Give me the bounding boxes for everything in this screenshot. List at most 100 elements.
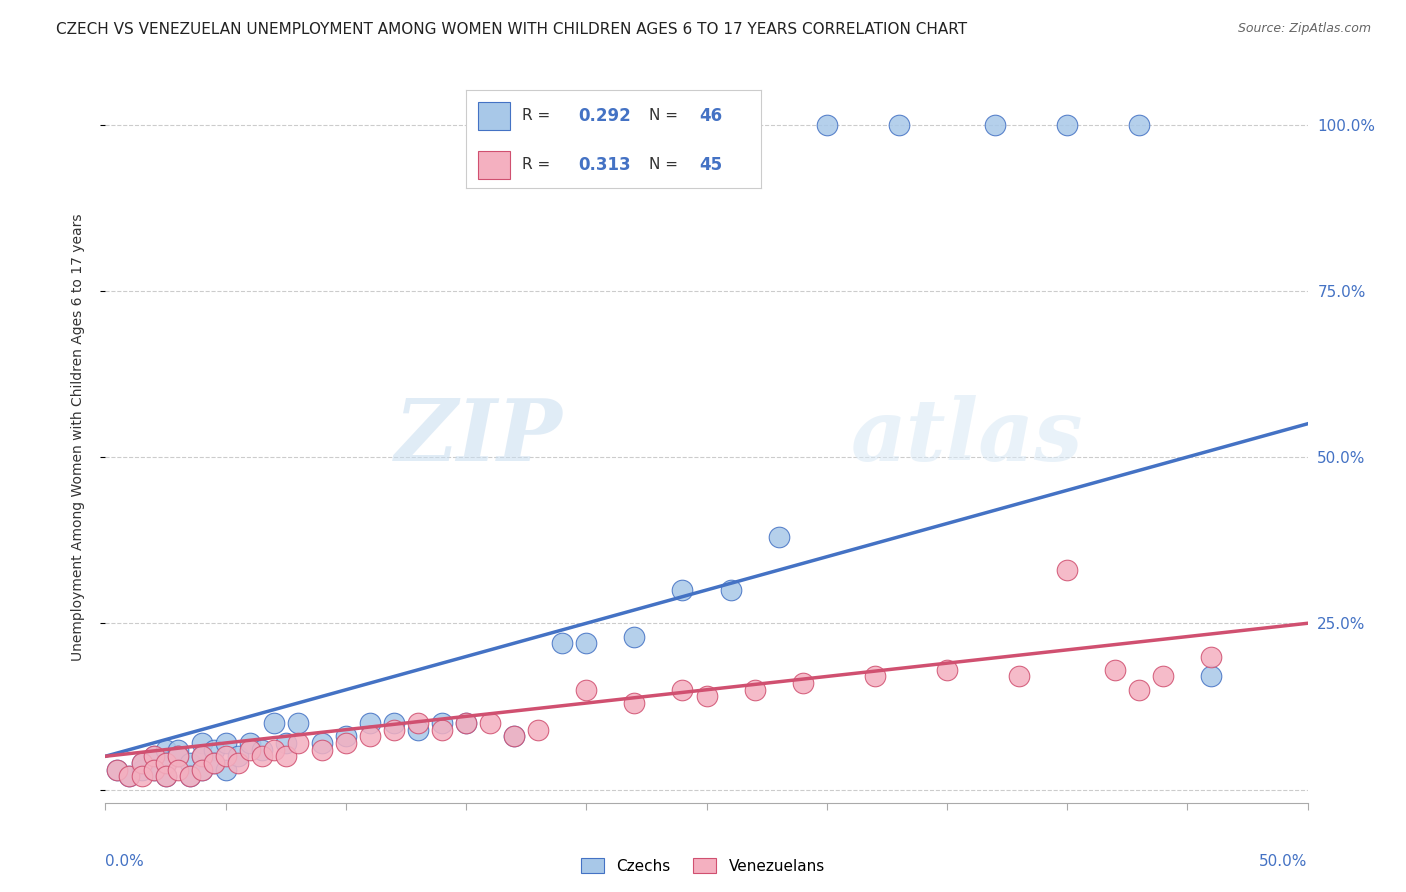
Point (720, 582, 742, 597)
Point (671, 682, 693, 697)
Point (142, 749, 165, 764)
Legend: Czechs, Venezuelans: Czechs, Venezuelans (575, 852, 831, 880)
Point (179, 769, 201, 783)
Point (226, 749, 249, 764)
Point (131, 769, 153, 783)
Point (575, 682, 598, 697)
Point (551, 636, 574, 650)
Point (190, 763, 212, 777)
Point (166, 749, 188, 764)
Point (142, 749, 165, 764)
Point (768, 530, 790, 544)
Point (671, 582, 693, 597)
Point (696, 690, 718, 704)
Point (263, 742, 285, 756)
Point (1201, 649, 1223, 664)
Point (406, 716, 429, 731)
Bar (478, 151, 510, 178)
Point (936, 663, 959, 677)
Text: CZECH VS VENEZUELAN UNEMPLOYMENT AMONG WOMEN WITH CHILDREN AGES 6 TO 17 YEARS CO: CZECH VS VENEZUELAN UNEMPLOYMENT AMONG W… (56, 22, 967, 37)
Point (107, 763, 129, 777)
Point (142, 763, 165, 777)
Text: Source: ZipAtlas.com: Source: ZipAtlas.com (1237, 22, 1371, 36)
Point (274, 749, 297, 764)
Text: 50.0%: 50.0% (1260, 854, 1308, 869)
Point (107, 763, 129, 777)
Point (226, 756, 249, 770)
Point (1008, 669, 1031, 683)
Point (202, 756, 225, 770)
Point (382, 723, 405, 737)
Point (190, 736, 212, 750)
Text: ZIP: ZIP (395, 395, 562, 479)
Point (503, 729, 526, 743)
Point (623, 630, 645, 644)
Y-axis label: Unemployment Among Women with Children Ages 6 to 17 years: Unemployment Among Women with Children A… (70, 213, 84, 661)
Point (430, 716, 453, 731)
Point (382, 716, 405, 731)
Point (239, 736, 262, 750)
Point (155, 756, 177, 770)
Point (155, 742, 177, 756)
Point (287, 716, 309, 731)
Point (250, 749, 273, 764)
Point (131, 756, 153, 770)
Point (503, 729, 526, 743)
Point (575, 636, 598, 650)
Text: 0.292: 0.292 (578, 107, 631, 125)
Point (131, 763, 153, 777)
Point (202, 756, 225, 770)
Point (214, 736, 236, 750)
Point (190, 749, 212, 764)
Point (155, 756, 177, 770)
Point (454, 716, 477, 731)
Text: 0.313: 0.313 (578, 156, 631, 174)
Point (744, 682, 766, 697)
Text: R =: R = (522, 157, 550, 172)
Point (166, 742, 188, 756)
Point (1152, 669, 1174, 683)
Bar (478, 102, 510, 129)
Point (166, 749, 188, 764)
Text: R =: R = (522, 108, 550, 123)
Point (250, 742, 273, 756)
Point (406, 723, 429, 737)
Point (623, 696, 645, 710)
Point (190, 749, 212, 764)
Point (263, 716, 285, 731)
Point (239, 742, 262, 756)
Point (335, 729, 357, 743)
Text: 46: 46 (699, 107, 723, 125)
Point (155, 769, 177, 783)
Point (1128, 118, 1150, 132)
Point (214, 763, 236, 777)
Text: 45: 45 (699, 156, 723, 174)
Text: N =: N = (650, 108, 678, 123)
Point (202, 742, 225, 756)
Point (335, 736, 357, 750)
Point (311, 742, 333, 756)
Point (792, 676, 814, 690)
Point (274, 736, 297, 750)
Text: 0.0%: 0.0% (105, 854, 145, 869)
Point (166, 763, 188, 777)
Point (527, 723, 550, 737)
Point (155, 769, 177, 783)
Point (1104, 663, 1126, 677)
Point (863, 669, 886, 683)
Point (359, 729, 381, 743)
Point (179, 756, 201, 770)
Point (214, 749, 236, 764)
Point (1128, 682, 1150, 697)
Point (190, 763, 212, 777)
Point (430, 723, 453, 737)
Point (815, 118, 838, 132)
Point (131, 756, 153, 770)
Point (479, 716, 502, 731)
Point (359, 716, 381, 731)
Point (1201, 669, 1223, 683)
Point (118, 769, 141, 783)
Point (311, 736, 333, 750)
Point (142, 763, 165, 777)
Point (287, 736, 309, 750)
